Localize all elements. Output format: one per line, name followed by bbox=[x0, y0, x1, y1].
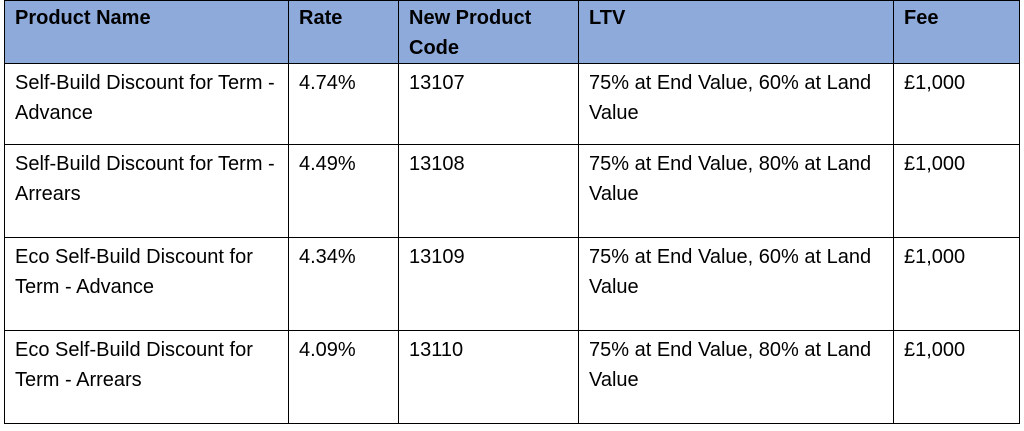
cell-ltv: 75% at End Value, 80% at Land Value bbox=[578, 330, 894, 424]
cell-fee: £1,000 bbox=[893, 144, 1020, 238]
product-table-container: Product Name Rate New Product Code LTV F… bbox=[4, 0, 1020, 424]
cell-product-code: 13108 bbox=[398, 144, 579, 238]
cell-rate: 4.49% bbox=[288, 144, 399, 238]
header-fee: Fee bbox=[893, 0, 1020, 64]
cell-product-name: Eco Self-Build Discount for Term - Arrea… bbox=[4, 330, 289, 424]
header-ltv: LTV bbox=[578, 0, 894, 64]
cell-product-name: Self-Build Discount for Term - Arrears bbox=[4, 144, 289, 238]
cell-product-code: 13109 bbox=[398, 237, 579, 331]
cell-product-name: Self-Build Discount for Term - Advance bbox=[4, 63, 289, 145]
header-product-name: Product Name bbox=[4, 0, 289, 64]
cell-ltv: 75% at End Value, 80% at Land Value bbox=[578, 144, 894, 238]
cell-ltv: 75% at End Value, 60% at Land Value bbox=[578, 63, 894, 145]
cell-rate: 4.09% bbox=[288, 330, 399, 424]
product-table: Product Name Rate New Product Code LTV F… bbox=[4, 0, 1020, 424]
cell-product-name: Eco Self-Build Discount for Term - Advan… bbox=[4, 237, 289, 331]
table-row: Eco Self-Build Discount for Term - Advan… bbox=[4, 237, 1020, 331]
cell-ltv: 75% at End Value, 60% at Land Value bbox=[578, 237, 894, 331]
cell-fee: £1,000 bbox=[893, 237, 1020, 331]
cell-product-code: 13110 bbox=[398, 330, 579, 424]
table-header-row: Product Name Rate New Product Code LTV F… bbox=[4, 0, 1020, 64]
table-row: Eco Self-Build Discount for Term - Arrea… bbox=[4, 330, 1020, 424]
table-row: Self-Build Discount for Term - Arrears 4… bbox=[4, 144, 1020, 238]
header-new-product-code: New Product Code bbox=[398, 0, 579, 64]
cell-product-code: 13107 bbox=[398, 63, 579, 145]
table-row: Self-Build Discount for Term - Advance 4… bbox=[4, 63, 1020, 145]
cell-fee: £1,000 bbox=[893, 330, 1020, 424]
cell-rate: 4.34% bbox=[288, 237, 399, 331]
cell-rate: 4.74% bbox=[288, 63, 399, 145]
header-rate: Rate bbox=[288, 0, 399, 64]
cell-fee: £1,000 bbox=[893, 63, 1020, 145]
